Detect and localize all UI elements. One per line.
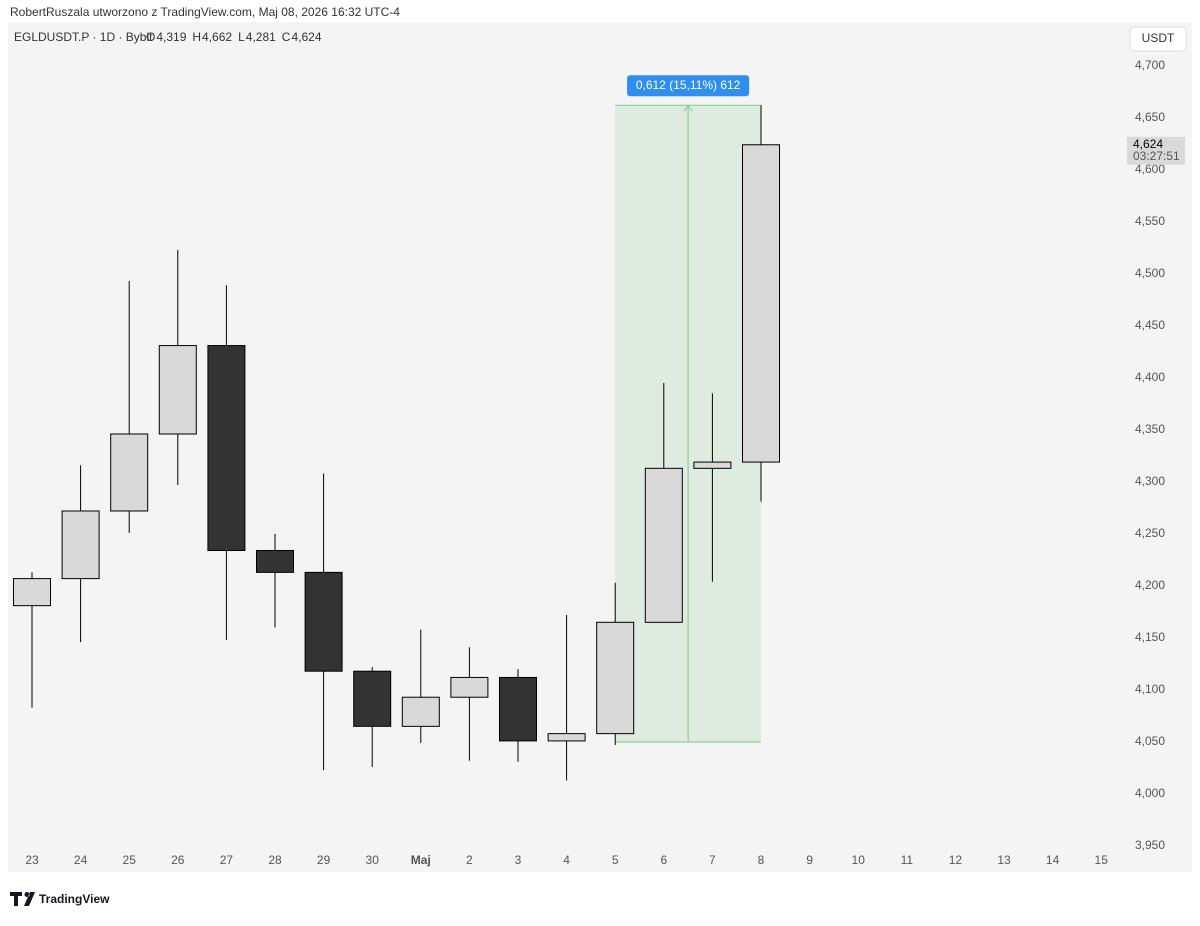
logo: TradingView <box>10 892 110 906</box>
candle-body <box>353 670 392 727</box>
measure-label-box <box>627 75 750 97</box>
legend-key: L <box>238 30 245 44</box>
x-tick-label: 26 <box>171 853 185 867</box>
y-tick-label: 4,000 <box>1135 786 1165 800</box>
candle-body <box>207 345 246 552</box>
logo-text: TradingView <box>39 892 110 906</box>
x-tick-label: 2 <box>466 853 473 867</box>
x-tick-label: 30 <box>366 853 380 867</box>
y-tick-label: 4,650 <box>1135 110 1165 124</box>
x-tick-label: 14 <box>1046 853 1060 867</box>
measure-arrowhead <box>683 104 693 112</box>
y-tick-label: 4,100 <box>1135 682 1165 696</box>
y-tick-label: 4,350 <box>1135 422 1165 436</box>
currency[interactable]: USDT <box>1142 31 1175 45</box>
x-tick-label: 13 <box>997 853 1011 867</box>
y-tick-label: 4,600 <box>1135 162 1165 176</box>
y-tick-label: 4,550 <box>1135 214 1165 228</box>
y-tick-label: 4,700 <box>1135 58 1165 72</box>
x-tick-label: 5 <box>612 853 619 867</box>
candle-body <box>110 433 149 512</box>
y-tick-label: 4,450 <box>1135 318 1165 332</box>
candle-body <box>158 345 197 435</box>
candle-body <box>61 510 100 580</box>
candle-body <box>450 676 489 698</box>
y-tick-label: 4,250 <box>1135 526 1165 540</box>
x-tick-label: 28 <box>268 853 282 867</box>
legend-key: C <box>282 30 291 44</box>
x-tick-label: 6 <box>660 853 667 867</box>
countdown: 03:27:51 <box>1133 149 1180 163</box>
measure-label: 0,612 (15,11%) 612 <box>636 78 741 92</box>
x-tick-label: 24 <box>74 853 88 867</box>
last-price-badge <box>1127 136 1185 165</box>
x-tick-label: 25 <box>123 853 137 867</box>
legend-value: 4,624 <box>291 30 321 44</box>
x-tick-label: 10 <box>852 853 866 867</box>
x-tick-label: 8 <box>758 853 765 867</box>
x-tick-label: 23 <box>25 853 39 867</box>
candle-body <box>304 571 343 672</box>
candle-body <box>644 467 683 623</box>
logo-icon <box>10 892 35 906</box>
x-tick-label: 4 <box>563 853 570 867</box>
candle-body <box>401 696 440 727</box>
candle-body <box>256 550 294 573</box>
y-tick-label: 4,200 <box>1135 578 1165 592</box>
x-tick-label: 9 <box>806 853 813 867</box>
y-tick-label: 4,150 <box>1135 630 1165 644</box>
x-tick-label: Maj <box>411 853 431 867</box>
header: RobertRuszala utworzono z TradingView.co… <box>10 5 400 19</box>
x-tick-label: 27 <box>220 853 234 867</box>
y-tick-label: 4,500 <box>1135 266 1165 280</box>
x-tick-label: 15 <box>1095 853 1109 867</box>
candle-body <box>13 578 51 607</box>
legend-key: H <box>192 30 201 44</box>
symbol: EGLDUSDT.P · 1D · Bybit <box>14 30 153 44</box>
candle-body <box>499 676 537 742</box>
legend-value: 4,662 <box>202 30 232 44</box>
x-tick-label: 3 <box>515 853 522 867</box>
y-tick-label: 4,300 <box>1135 474 1165 488</box>
x-tick-label: 11 <box>901 853 914 867</box>
candle-body <box>742 144 780 463</box>
y-tick-label: 3,950 <box>1135 838 1165 852</box>
plot-background <box>8 22 1192 872</box>
legend-value: 4,319 <box>156 30 186 44</box>
y-tick-label: 4,050 <box>1135 734 1165 748</box>
x-tick-label: 7 <box>709 853 716 867</box>
candle-body <box>596 621 635 735</box>
y-tick-label: 4,400 <box>1135 370 1165 384</box>
legend-key: O <box>146 30 155 44</box>
currency-box[interactable] <box>1129 26 1187 52</box>
legend-value: 4,281 <box>246 30 276 44</box>
x-tick-label: 12 <box>949 853 963 867</box>
last-price: 4,624 <box>1133 137 1163 151</box>
candle-body <box>693 461 732 469</box>
candle-body <box>547 733 586 742</box>
x-tick-label: 29 <box>317 853 331 867</box>
